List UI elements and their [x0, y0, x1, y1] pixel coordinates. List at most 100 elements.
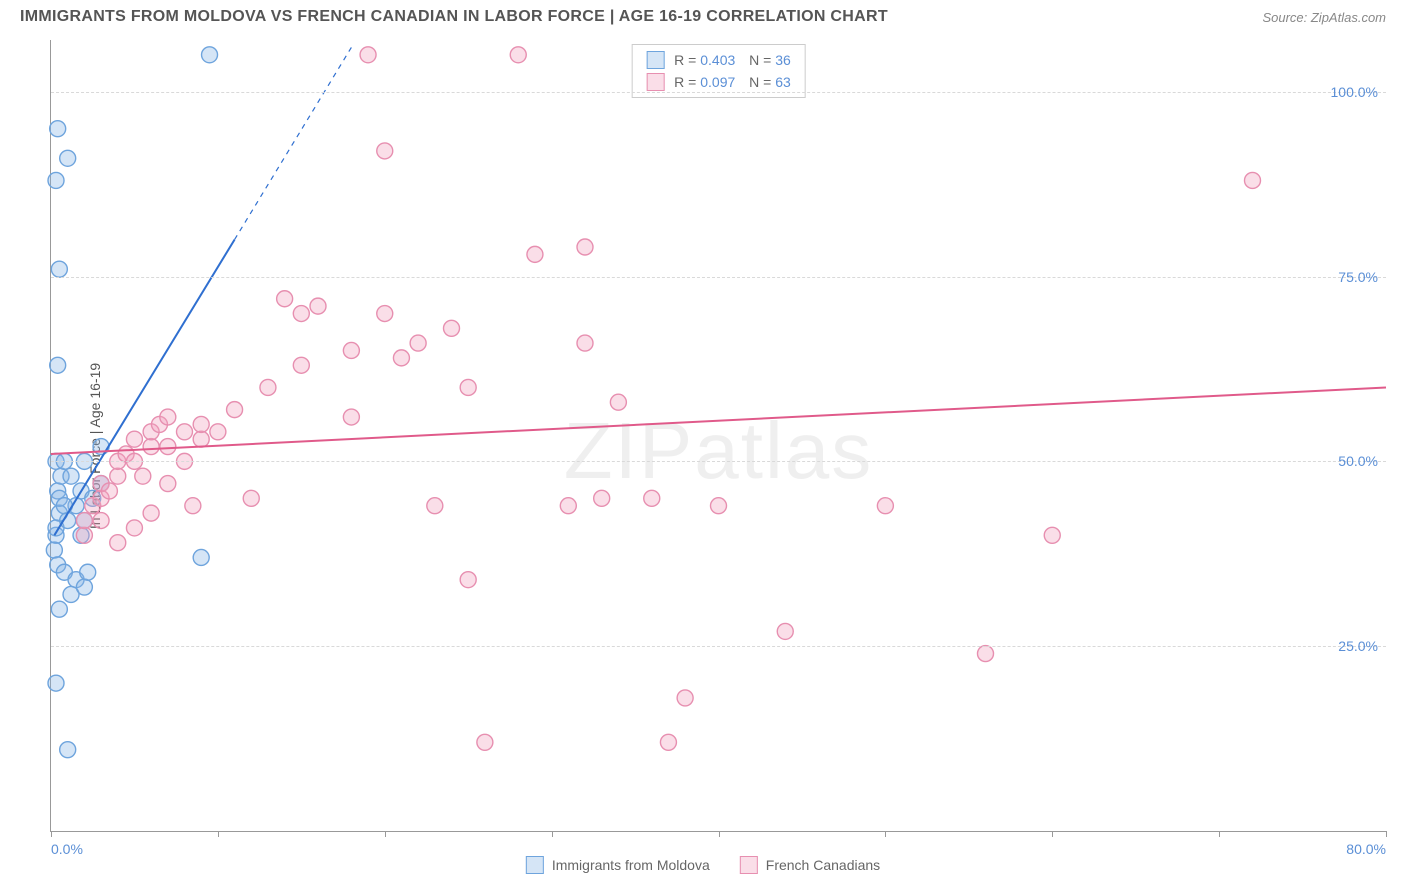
scatter-point: [160, 409, 176, 425]
legend-r-label: R = 0.097: [674, 74, 735, 90]
x-tick-label: 80.0%: [1346, 841, 1386, 857]
scatter-point: [80, 564, 96, 580]
legend-r-label: R = 0.403: [674, 52, 735, 68]
correlation-legend: R = 0.403 N = 36R = 0.097 N = 63: [631, 44, 806, 98]
scatter-point: [527, 246, 543, 262]
legend-swatch: [526, 856, 544, 874]
scatter-point: [101, 483, 117, 499]
scatter-point: [460, 379, 476, 395]
scatter-point: [660, 734, 676, 750]
scatter-point: [63, 468, 79, 484]
scatter-point: [51, 261, 67, 277]
scatter-point: [143, 439, 159, 455]
legend-label: French Canadians: [766, 857, 880, 873]
scatter-plot-svg: [51, 40, 1386, 831]
y-tick-label: 75.0%: [1338, 269, 1378, 285]
scatter-point: [193, 431, 209, 447]
scatter-point: [777, 623, 793, 639]
scatter-point: [160, 439, 176, 455]
scatter-point: [594, 490, 610, 506]
scatter-point: [427, 498, 443, 514]
trend-line: [51, 387, 1386, 454]
scatter-point: [1044, 527, 1060, 543]
scatter-point: [93, 513, 109, 529]
y-tick-label: 100.0%: [1331, 84, 1378, 100]
scatter-point: [577, 239, 593, 255]
scatter-point: [978, 646, 994, 662]
x-tick: [885, 831, 886, 837]
scatter-point: [444, 320, 460, 336]
scatter-point: [477, 734, 493, 750]
scatter-point: [143, 505, 159, 521]
scatter-point: [410, 335, 426, 351]
scatter-point: [202, 47, 218, 63]
legend-n-label: N = 36: [745, 52, 791, 68]
scatter-point: [193, 549, 209, 565]
scatter-point: [877, 498, 893, 514]
gridline-h: [51, 646, 1386, 647]
x-tick: [1052, 831, 1053, 837]
legend-label: Immigrants from Moldova: [552, 857, 710, 873]
legend-row: R = 0.097 N = 63: [646, 71, 791, 93]
x-tick: [385, 831, 386, 837]
scatter-point: [135, 468, 151, 484]
scatter-point: [560, 498, 576, 514]
scatter-point: [126, 520, 142, 536]
scatter-point: [677, 690, 693, 706]
scatter-point: [343, 342, 359, 358]
scatter-point: [1245, 172, 1261, 188]
scatter-point: [110, 468, 126, 484]
scatter-point: [377, 306, 393, 322]
scatter-point: [260, 379, 276, 395]
legend-swatch: [740, 856, 758, 874]
scatter-point: [126, 431, 142, 447]
scatter-point: [60, 150, 76, 166]
scatter-point: [60, 742, 76, 758]
x-tick: [218, 831, 219, 837]
legend-swatch: [646, 51, 664, 69]
scatter-point: [610, 394, 626, 410]
scatter-point: [377, 143, 393, 159]
header: IMMIGRANTS FROM MOLDOVA VS FRENCH CANADI…: [0, 0, 1406, 32]
scatter-point: [210, 424, 226, 440]
legend-item: Immigrants from Moldova: [526, 856, 710, 874]
scatter-point: [510, 47, 526, 63]
scatter-point: [243, 490, 259, 506]
scatter-point: [76, 527, 92, 543]
source-attribution: Source: ZipAtlas.com: [1262, 10, 1386, 25]
scatter-point: [46, 542, 62, 558]
scatter-point: [76, 513, 92, 529]
trend-line: [54, 240, 234, 536]
scatter-point: [76, 579, 92, 595]
scatter-point: [160, 476, 176, 492]
legend-row: R = 0.403 N = 36: [646, 49, 791, 71]
scatter-point: [293, 306, 309, 322]
trend-line-extrapolation: [235, 47, 352, 239]
chart-title: IMMIGRANTS FROM MOLDOVA VS FRENCH CANADI…: [20, 8, 888, 26]
gridline-h: [51, 277, 1386, 278]
legend-swatch: [646, 73, 664, 91]
scatter-point: [51, 601, 67, 617]
x-tick-label: 0.0%: [51, 841, 83, 857]
legend-n-label: N = 63: [745, 74, 791, 90]
series-legend: Immigrants from Moldova French Canadians: [526, 856, 880, 874]
scatter-point: [644, 490, 660, 506]
legend-item: French Canadians: [740, 856, 880, 874]
x-tick: [51, 831, 52, 837]
scatter-point: [711, 498, 727, 514]
scatter-point: [50, 121, 66, 137]
x-tick: [1219, 831, 1220, 837]
scatter-point: [393, 350, 409, 366]
scatter-point: [310, 298, 326, 314]
scatter-point: [193, 416, 209, 432]
scatter-point: [48, 675, 64, 691]
scatter-point: [227, 402, 243, 418]
scatter-point: [177, 424, 193, 440]
x-tick: [1386, 831, 1387, 837]
gridline-h: [51, 92, 1386, 93]
scatter-point: [343, 409, 359, 425]
scatter-point: [110, 535, 126, 551]
scatter-point: [360, 47, 376, 63]
scatter-point: [48, 172, 64, 188]
scatter-point: [460, 572, 476, 588]
